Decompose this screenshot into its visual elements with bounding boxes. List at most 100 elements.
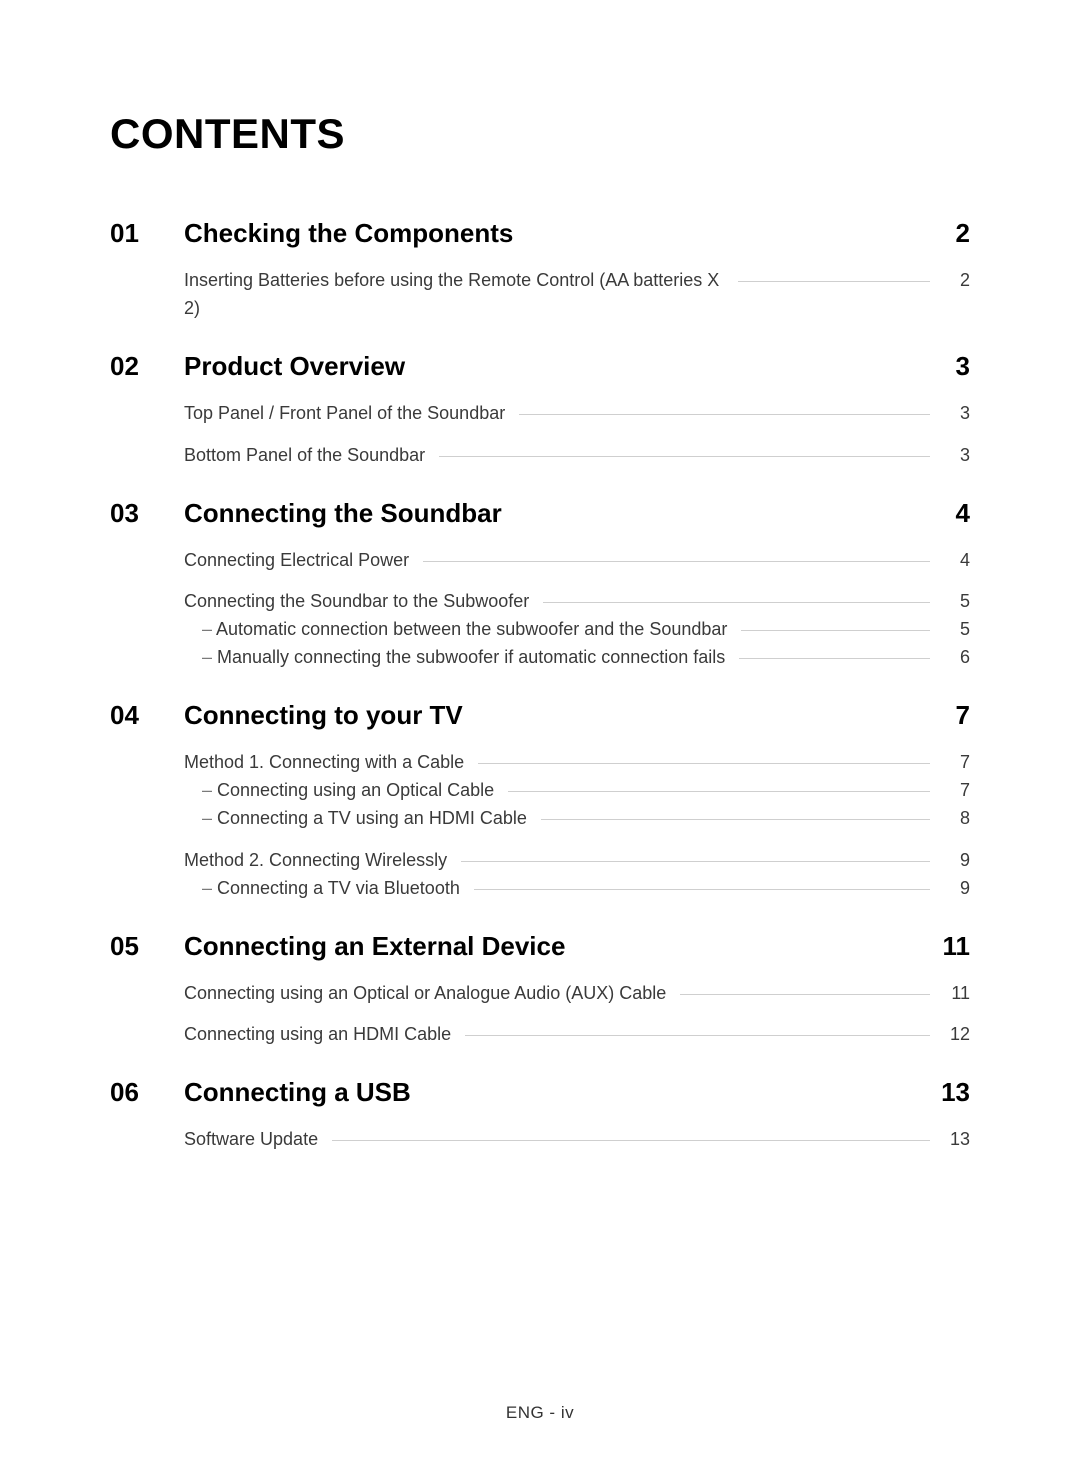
- section-entries: Inserting Batteries before using the Rem…: [184, 267, 970, 323]
- entry-text: Connecting the Soundbar to the Subwoofer: [184, 588, 529, 616]
- entry-group: Software Update 13: [184, 1126, 970, 1154]
- entry-group: Connecting using an Optical or Analogue …: [184, 980, 970, 1008]
- toc-entry: Connecting using an Optical or Analogue …: [184, 980, 970, 1008]
- toc-subentry: Automatic connection between the subwoof…: [184, 616, 970, 644]
- leader-line: [439, 456, 930, 457]
- leader-line: [519, 414, 930, 415]
- toc-entry: Method 1. Connecting with a Cable 7: [184, 749, 970, 777]
- entry-group: Bottom Panel of the Soundbar 3: [184, 442, 970, 470]
- toc-entry: Inserting Batteries before using the Rem…: [184, 267, 970, 323]
- section-title: Connecting to your TV: [184, 700, 930, 731]
- leader-line: [739, 658, 930, 659]
- section-entries: Top Panel / Front Panel of the Soundbar 3…: [184, 400, 970, 470]
- entry-text: Connecting using an Optical or Analogue …: [184, 980, 666, 1008]
- entry-text: Connecting using an Optical Cable: [202, 777, 494, 805]
- entry-page: 11: [942, 980, 970, 1008]
- entry-group: Method 2. Connecting Wirelessly9Connecti…: [184, 847, 970, 903]
- section-number: 06: [110, 1077, 184, 1108]
- toc-subentry: Manually connecting the subwoofer if aut…: [184, 644, 970, 672]
- entry-text: Method 1. Connecting with a Cable: [184, 749, 464, 777]
- toc-entry: Connecting using an HDMI Cable 12: [184, 1021, 970, 1049]
- page-footer: ENG - iv: [0, 1403, 1080, 1423]
- entry-page: 7: [942, 749, 970, 777]
- toc-section: 01Checking the Components2: [110, 218, 970, 249]
- entry-page: 7: [942, 777, 970, 805]
- section-page: 2: [930, 218, 970, 249]
- section-title: Connecting a USB: [184, 1077, 930, 1108]
- entry-text: Inserting Batteries before using the Rem…: [184, 267, 724, 323]
- entry-text: Connecting a TV using an HDMI Cable: [202, 805, 527, 833]
- section-page: 11: [930, 931, 970, 962]
- entry-group: Method 1. Connecting with a Cable7Connec…: [184, 749, 970, 833]
- entry-page: 4: [942, 547, 970, 575]
- entry-page: 5: [942, 588, 970, 616]
- toc-entry: Top Panel / Front Panel of the Soundbar 3: [184, 400, 970, 428]
- toc-entry: Method 2. Connecting Wirelessly 9: [184, 847, 970, 875]
- entry-group: Connecting Electrical Power 4: [184, 547, 970, 575]
- toc-subentry: Connecting a TV using an HDMI Cable 8: [184, 805, 970, 833]
- page: CONTENTS 01Checking the Components2 Inser…: [0, 0, 1080, 1479]
- entry-text: Software Update: [184, 1126, 318, 1154]
- entry-page: 12: [942, 1021, 970, 1049]
- toc-section: 03Connecting the Soundbar4: [110, 498, 970, 529]
- leader-line: [541, 819, 930, 820]
- page-title: CONTENTS: [110, 110, 970, 158]
- section-title: Checking the Components: [184, 218, 930, 249]
- toc-entry: Bottom Panel of the Soundbar 3: [184, 442, 970, 470]
- section-title: Connecting the Soundbar: [184, 498, 930, 529]
- leader-line: [332, 1140, 930, 1141]
- entry-page: 6: [942, 644, 970, 672]
- section-page: 4: [930, 498, 970, 529]
- toc-section: 06Connecting a USB13: [110, 1077, 970, 1108]
- section-entries: Software Update 13: [184, 1126, 970, 1154]
- entry-page: 2: [942, 267, 970, 295]
- entry-text: Connecting using an HDMI Cable: [184, 1021, 451, 1049]
- entry-text: Bottom Panel of the Soundbar: [184, 442, 425, 470]
- toc-section: 05Connecting an External Device11: [110, 931, 970, 962]
- section-page: 7: [930, 700, 970, 731]
- leader-line: [474, 889, 930, 890]
- entry-text: Method 2. Connecting Wirelessly: [184, 847, 447, 875]
- section-number: 05: [110, 931, 184, 962]
- leader-line: [508, 791, 930, 792]
- toc-subentry: Connecting using an Optical Cable 7: [184, 777, 970, 805]
- section-number: 04: [110, 700, 184, 731]
- entry-group: Inserting Batteries before using the Rem…: [184, 267, 970, 323]
- toc-section: 04Connecting to your TV7: [110, 700, 970, 731]
- table-of-contents: 01Checking the Components2 Inserting Batt…: [110, 218, 970, 1154]
- leader-line: [543, 602, 930, 603]
- entry-page: 13: [942, 1126, 970, 1154]
- entry-page: 9: [942, 875, 970, 903]
- section-entries: Connecting Electrical Power 4 Connecting t…: [184, 547, 970, 673]
- section-number: 02: [110, 351, 184, 382]
- leader-line: [461, 861, 930, 862]
- entry-group: Connecting the Soundbar to the Subwoofer…: [184, 588, 970, 672]
- section-page: 13: [930, 1077, 970, 1108]
- entry-text: Manually connecting the subwoofer if aut…: [202, 644, 725, 672]
- entry-page: 9: [942, 847, 970, 875]
- section-entries: Method 1. Connecting with a Cable7Connec…: [184, 749, 970, 902]
- leader-line: [680, 994, 930, 995]
- toc-subentry: Connecting a TV via Bluetooth 9: [184, 875, 970, 903]
- entry-text: Top Panel / Front Panel of the Soundbar: [184, 400, 505, 428]
- entry-group: Connecting using an HDMI Cable 12: [184, 1021, 970, 1049]
- section-number: 03: [110, 498, 184, 529]
- toc-entry: Connecting the Soundbar to the Subwoofer…: [184, 588, 970, 616]
- toc-entry: Connecting Electrical Power 4: [184, 547, 970, 575]
- toc-entry: Software Update 13: [184, 1126, 970, 1154]
- leader-line: [478, 763, 930, 764]
- section-title: Connecting an External Device: [184, 931, 930, 962]
- entry-text: Connecting Electrical Power: [184, 547, 409, 575]
- leader-line: [738, 281, 930, 282]
- section-title: Product Overview: [184, 351, 930, 382]
- section-page: 3: [930, 351, 970, 382]
- section-entries: Connecting using an Optical or Analogue …: [184, 980, 970, 1050]
- entry-page: 3: [942, 400, 970, 428]
- entry-text: Automatic connection between the subwoof…: [202, 616, 727, 644]
- toc-section: 02Product Overview3: [110, 351, 970, 382]
- entry-text: Connecting a TV via Bluetooth: [202, 875, 460, 903]
- leader-line: [465, 1035, 930, 1036]
- entry-page: 5: [942, 616, 970, 644]
- entry-page: 8: [942, 805, 970, 833]
- entry-page: 3: [942, 442, 970, 470]
